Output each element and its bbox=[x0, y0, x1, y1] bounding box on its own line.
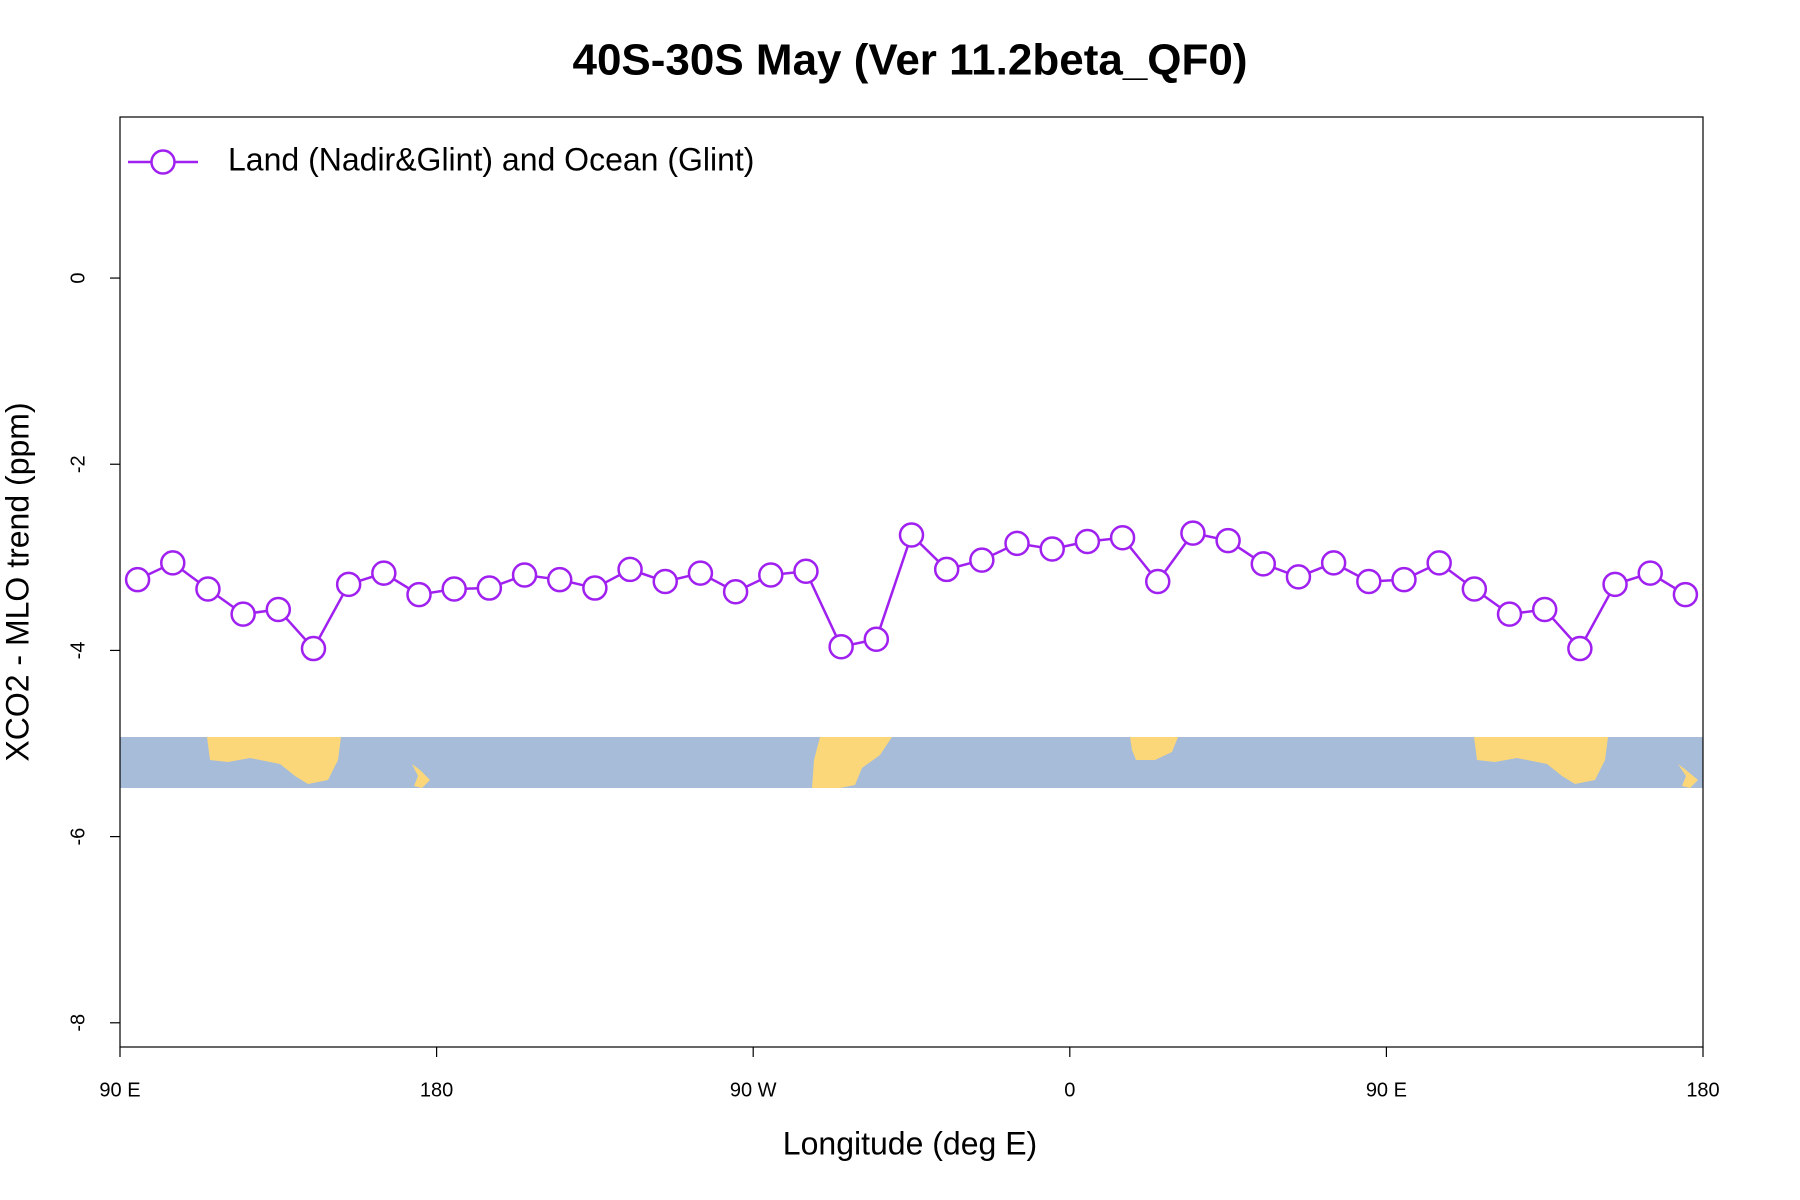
data-point bbox=[652, 568, 679, 595]
data-point bbox=[124, 566, 151, 593]
x-tick-label: 90 W bbox=[730, 1079, 777, 1101]
data-point bbox=[335, 571, 362, 598]
data-point bbox=[582, 575, 608, 601]
data-point bbox=[933, 556, 960, 583]
data-point bbox=[265, 596, 292, 623]
data-point bbox=[1180, 520, 1206, 546]
y-tick-label: -6 bbox=[67, 828, 89, 846]
x-tick-label: 180 bbox=[420, 1079, 453, 1101]
data-point bbox=[1496, 601, 1523, 627]
land-australia bbox=[207, 737, 341, 784]
data-point bbox=[511, 562, 538, 588]
data-point bbox=[1426, 550, 1452, 576]
data-point bbox=[1672, 581, 1699, 608]
x-axis-label: Longitude (deg E) bbox=[783, 1125, 1037, 1161]
data-point bbox=[1285, 564, 1312, 590]
land-africa bbox=[1130, 737, 1178, 760]
x-tick-label: 0 bbox=[1064, 1079, 1075, 1101]
data-point bbox=[1109, 525, 1136, 551]
x-tick-label: 90 E bbox=[1366, 1079, 1407, 1101]
data-point bbox=[300, 635, 327, 662]
y-tick-label: 0 bbox=[67, 272, 89, 283]
chart-title: 40S-30S May (Ver 11.2beta_QF0) bbox=[572, 36, 1247, 85]
data-point bbox=[617, 556, 643, 583]
data-point bbox=[898, 522, 925, 548]
series-line bbox=[137, 531, 1687, 651]
data-point bbox=[546, 566, 573, 593]
land-new-zealand bbox=[412, 764, 430, 788]
data-point bbox=[441, 576, 467, 602]
data-point bbox=[793, 558, 819, 585]
data-point bbox=[1250, 551, 1277, 577]
data-point bbox=[1320, 550, 1347, 576]
data-point bbox=[406, 581, 432, 608]
data-point bbox=[1215, 527, 1241, 554]
data-point bbox=[1567, 635, 1593, 662]
data-point bbox=[195, 576, 221, 602]
legend-label: Land (Nadir&Glint) and Ocean (Glint) bbox=[228, 141, 754, 177]
x-tick-label: 180 bbox=[1686, 1079, 1719, 1101]
data-point bbox=[969, 547, 995, 573]
data-point bbox=[1531, 596, 1558, 623]
data-point bbox=[371, 560, 397, 586]
data-point bbox=[1461, 576, 1488, 602]
land-south-america bbox=[812, 737, 892, 788]
data-point bbox=[1074, 528, 1101, 555]
data-point bbox=[1356, 568, 1382, 595]
x-tick-label: 90 E bbox=[99, 1079, 140, 1101]
data-point bbox=[687, 560, 714, 586]
plot-frame bbox=[119, 116, 1704, 1048]
map-strip bbox=[120, 737, 1703, 788]
data-point bbox=[1144, 568, 1171, 595]
data-point bbox=[1004, 530, 1030, 557]
data-point bbox=[1637, 560, 1663, 586]
data-point bbox=[758, 562, 784, 588]
data-point bbox=[828, 633, 854, 660]
ocean-band bbox=[120, 737, 1703, 788]
y-tick-label: -8 bbox=[67, 1014, 89, 1032]
data-point bbox=[722, 579, 749, 605]
y-tick-label: -4 bbox=[67, 642, 89, 660]
data-point bbox=[1039, 536, 1065, 562]
data-point bbox=[1391, 566, 1417, 593]
data-point bbox=[230, 601, 256, 627]
data-point bbox=[863, 626, 890, 653]
land-australia bbox=[1474, 737, 1608, 784]
y-axis-label: XCO2 - MLO trend (ppm) bbox=[0, 402, 35, 761]
y-tick-label: -2 bbox=[67, 455, 89, 473]
data-point bbox=[476, 575, 503, 601]
legend-marker bbox=[150, 149, 176, 175]
land-new-zealand bbox=[1678, 764, 1698, 788]
data-point bbox=[160, 550, 186, 576]
data-point bbox=[1602, 571, 1628, 598]
